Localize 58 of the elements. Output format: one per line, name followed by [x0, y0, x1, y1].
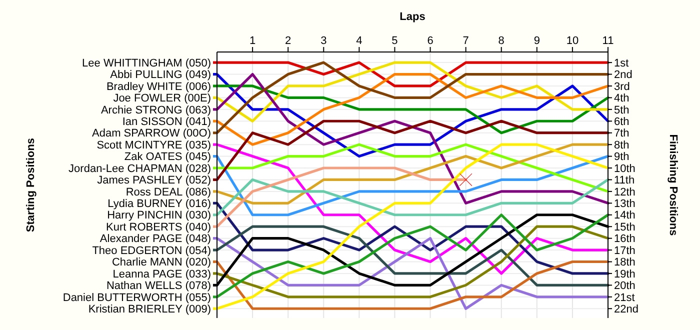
legend-label: Alexander PAGE (048): [100, 233, 211, 246]
x-tick-label: 4: [356, 35, 362, 47]
x-tick-label: 5: [392, 35, 398, 47]
x-tick-label: 10: [566, 35, 579, 47]
legend-label: Adam SPARROW (00O): [92, 128, 211, 140]
legend-label: Jordan-Lee CHAPMAN (028): [68, 162, 211, 175]
y-tick-label: 15th: [614, 221, 636, 234]
y-tick-label: 13th: [614, 198, 636, 210]
y-tick-label: 2nd: [614, 69, 632, 82]
y-tick-label: 6th: [614, 116, 630, 128]
legend-label: Nathan WELLS (078): [106, 280, 211, 292]
legend-label: Ian SISSON (041): [122, 116, 211, 128]
y-axis-title: Finishing Positions: [667, 134, 679, 236]
y-tick-label: 22nd: [614, 303, 638, 316]
x-tick-label: 11: [602, 35, 614, 47]
legend-label: Archie STRONG (063): [100, 104, 211, 116]
legend-label: Bradley WHITE (006): [106, 80, 211, 93]
legend-label: Abbi PULLING (049): [110, 69, 211, 82]
legend-label: Kristian BRIERLEY (009): [88, 303, 211, 316]
x-tick-label: 2: [285, 35, 292, 47]
legend-label: Lydia BURNEY (016): [108, 198, 211, 210]
y-tick-label: 4th: [614, 92, 630, 105]
x-tick-label: 1: [249, 35, 256, 47]
x-tick-label: 3: [320, 35, 327, 47]
legend-label: Theo EDGERTON (054): [92, 244, 211, 257]
y-tick-label: 11th: [614, 174, 635, 187]
y-tick-label: 5th: [614, 104, 630, 116]
y-tick-label: 17th: [614, 244, 636, 257]
legend-label: Joe FOWLER (00E): [113, 92, 211, 105]
x-tick-label: 8: [498, 35, 504, 47]
legend-label: Leanna PAGE (033): [112, 268, 211, 280]
x-tick-label: 9: [534, 35, 540, 47]
y-tick-label: 21st: [614, 292, 635, 304]
y-tick-label: 18th: [614, 256, 636, 269]
legend-label: Scott MCINTYRE (035): [96, 139, 211, 152]
legend-label: Daniel BUTTERWORTH (055): [62, 292, 211, 304]
y-tick-label: 14th: [614, 210, 636, 222]
legend-label: Harry PINCHIN (030): [107, 210, 211, 222]
legend-label: Zak OATES (045): [124, 151, 211, 164]
x-tick-label: 6: [427, 35, 434, 47]
text: Starting Positions: [25, 138, 37, 232]
y-tick-label: 8th: [614, 139, 630, 152]
y-tick-label: 7th: [614, 128, 630, 140]
legend-label: James PASHLEY (052): [97, 174, 211, 187]
x-axis-title: Laps: [400, 11, 426, 23]
y-tick-label: 12th: [614, 186, 636, 198]
y-tick-label: 16th: [614, 233, 636, 246]
y-tick-label: 3rd: [614, 80, 630, 93]
y-tick-label: 1st: [614, 57, 629, 70]
y-tick-label: 20th: [614, 280, 636, 292]
y-tick-label: 9th: [614, 151, 630, 164]
y-tick-label: 10th: [614, 162, 636, 175]
legend-label: Charlie MANN (020): [112, 256, 211, 269]
legend-label: Kurt ROBERTS (040): [106, 221, 211, 234]
legend-label: Ross DEAL (086): [126, 186, 211, 198]
y-tick-label: 19th: [614, 268, 636, 280]
legend-label: Lee WHITTINGHAM (050): [82, 57, 211, 70]
x-tick-label: 7: [462, 35, 469, 47]
